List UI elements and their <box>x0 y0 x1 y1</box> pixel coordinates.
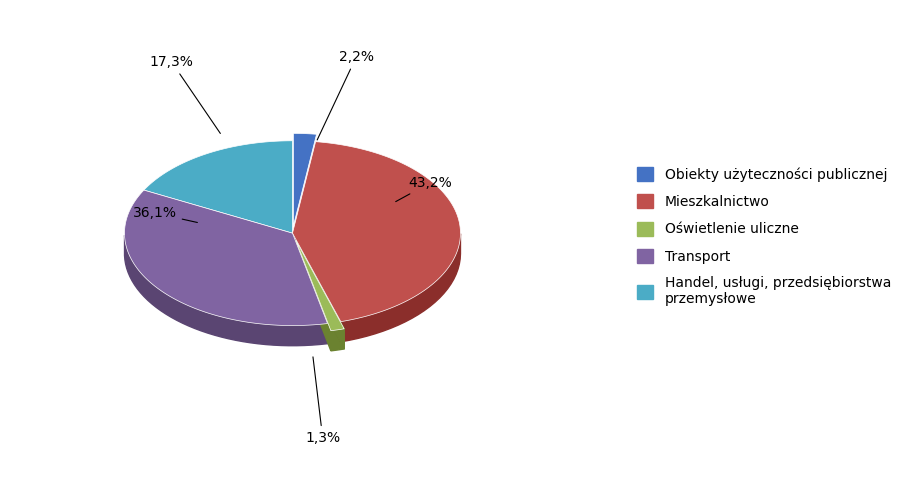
Polygon shape <box>293 134 316 226</box>
Text: 36,1%: 36,1% <box>133 206 197 222</box>
Polygon shape <box>341 234 461 342</box>
Polygon shape <box>124 235 327 346</box>
Text: 2,2%: 2,2% <box>317 50 374 140</box>
Text: 17,3%: 17,3% <box>150 55 220 134</box>
Text: 1,3%: 1,3% <box>305 357 340 445</box>
Polygon shape <box>143 141 292 233</box>
Polygon shape <box>296 240 331 351</box>
Text: 43,2%: 43,2% <box>396 176 452 202</box>
Polygon shape <box>331 329 345 351</box>
Polygon shape <box>292 141 461 321</box>
Polygon shape <box>292 233 341 342</box>
Legend: Obiekty użyteczności publicznej, Mieszkalnictwo, Oświetlenie uliczne, Transport,: Obiekty użyteczności publicznej, Mieszka… <box>630 160 898 313</box>
Polygon shape <box>296 240 345 349</box>
Polygon shape <box>292 233 327 344</box>
Polygon shape <box>296 240 345 331</box>
Polygon shape <box>124 190 327 325</box>
